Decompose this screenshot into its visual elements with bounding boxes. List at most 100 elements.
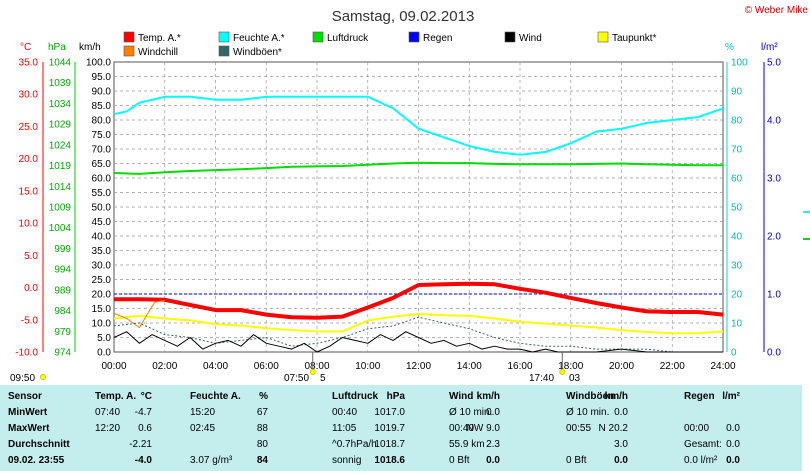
- statistics-table: Sensor Temp. A. °C Feuchte A.% Luftdruck hPa W…: [0, 385, 802, 471]
- stats-cell: N 20.2: [598, 423, 628, 434]
- hum-tick-label: 0: [731, 348, 737, 359]
- press-tick-label: 1024: [49, 140, 72, 151]
- press-tick-label: 999: [54, 244, 71, 255]
- stats-cell: 88: [256, 423, 268, 434]
- stats-cell: 84: [256, 455, 268, 466]
- sun-marker-dot: [559, 369, 566, 375]
- hum-tick-label: 60: [731, 174, 743, 185]
- stats-cell: 0.0: [726, 439, 740, 450]
- wind-tick-label: 0.0: [97, 348, 111, 359]
- legend-label: Windchill: [138, 47, 178, 58]
- legend-label: Feuchte A.*: [233, 33, 285, 44]
- legend: Temp. A.* Feuchte A.* Luftdruck Regen Wind Ta…: [123, 31, 657, 58]
- hum-tick-label: 70: [731, 145, 743, 156]
- stats-cell: 0.0: [486, 455, 500, 466]
- temp-tick-label: 10.0: [19, 219, 39, 230]
- stats-cell: 1018.6: [374, 455, 405, 466]
- hum-unit: %: [725, 42, 734, 53]
- stats-row-label: Durchschnitt: [8, 439, 70, 450]
- stats-cell: 02:45: [190, 423, 216, 434]
- press-tick-label: 1044: [49, 58, 72, 69]
- press-tick-label: 1009: [49, 203, 72, 214]
- temp-tick-label: 30.0: [19, 90, 39, 101]
- stats-cell: 0.0: [614, 407, 628, 418]
- legend-swatch: [218, 45, 230, 57]
- wind-tick-label: 65.0: [92, 159, 112, 170]
- stats-cell: 3.0: [614, 439, 628, 450]
- hum-tick-label: 50: [731, 203, 743, 214]
- temp-tick-label: 35.0: [19, 58, 39, 69]
- rain-tick-label: 3.0: [767, 174, 781, 185]
- rain-tick-label: 2.0: [767, 232, 781, 243]
- stats-header: %: [259, 391, 268, 402]
- x-tick-label: 20:00: [609, 361, 634, 372]
- sunset-time: 17:40: [529, 373, 554, 384]
- stats-cell: NW 9.0: [466, 423, 500, 434]
- hum-tick-label: 30: [731, 261, 743, 272]
- rain-tick-label: 0.0: [767, 348, 781, 359]
- wind-tick-label: 50.0: [92, 203, 112, 214]
- stats-cell: 00:55: [566, 423, 592, 434]
- press-tick-label: 989: [54, 285, 71, 296]
- axes: 35.0 30.0 25.0 20.0 15.0 10.0 5.0 0.0 -5.0 -10.0 1…: [15, 58, 810, 372]
- legend-swatch: [504, 31, 516, 43]
- legend-label: Wind: [519, 33, 542, 44]
- credit-text: © Weber Mike: [745, 5, 809, 16]
- stats-header: Windböen: [566, 391, 615, 402]
- x-tick-label: 24:00: [710, 361, 735, 372]
- press-tick-label: 1004: [49, 223, 72, 234]
- stats-cell: Gesamt:: [684, 439, 722, 450]
- stats-cell: 0 Bft: [449, 455, 470, 466]
- sun-markers: 07:50 5 17:40 03 09:50: [10, 352, 581, 384]
- x-tick-label: 02:00: [152, 361, 177, 372]
- legend-label: Regen: [423, 33, 452, 44]
- temp-tick-label: 5.0: [24, 251, 38, 262]
- temp-tick-label: 25.0: [19, 122, 39, 133]
- stats-header: Regen: [684, 391, 715, 402]
- legend-label: Luftdruck: [327, 33, 369, 44]
- stats-header: l/m²: [722, 391, 740, 402]
- stats-cell: 00:40: [332, 407, 358, 418]
- stats-header: km/h: [604, 391, 628, 402]
- wind-tick-label: 80.0: [92, 116, 112, 127]
- legend-label: Taupunkt*: [612, 33, 657, 44]
- x-tick-label: 04:00: [203, 361, 228, 372]
- temp-tick-label: -5.0: [21, 315, 39, 326]
- temp-tick-label: 15.0: [19, 186, 39, 197]
- press-unit: hPa: [48, 42, 66, 53]
- stats-cell: 2.3: [486, 439, 500, 450]
- stats-cell: Ø 10 min.: [566, 407, 610, 418]
- prev-sun-dot: [40, 374, 46, 380]
- stats-cell: -4.7: [134, 407, 152, 418]
- stats-cell: 55.9 km: [449, 439, 485, 450]
- press-tick-label: 1039: [49, 78, 72, 89]
- stats-cell: 00:40: [449, 423, 475, 434]
- wind-tick-label: 90.0: [92, 87, 112, 98]
- legend-swatch: [123, 45, 135, 57]
- x-tick-label: 16:00: [507, 361, 532, 372]
- weather-chart: Samstag, 09.02.2013 © Weber Mike Temp. A…: [10, 5, 810, 384]
- press-tick-label: 1014: [49, 182, 72, 193]
- hum-tick-label: 20: [731, 290, 743, 301]
- stats-cell: 1019.7: [374, 423, 405, 434]
- series-temperature: [114, 281, 724, 320]
- legend-swatch: [218, 31, 230, 43]
- sun-marker-dot: [309, 369, 316, 375]
- series-wind: [113, 331, 723, 353]
- x-tick-label: 14:00: [457, 361, 482, 372]
- stats-cell: 1017.0: [374, 407, 405, 418]
- hum-tick-label: 100: [731, 58, 748, 69]
- temp-tick-label: 20.0: [19, 154, 39, 165]
- series-lines: [113, 95, 724, 353]
- x-tick-label: 10:00: [355, 361, 380, 372]
- plot-grid: [113, 61, 724, 353]
- stats-cell: 0.0: [614, 455, 628, 466]
- stats-header: hPa: [386, 391, 405, 402]
- wind-tick-label: 85.0: [92, 101, 112, 112]
- wind-tick-label: 70.0: [92, 145, 112, 156]
- legend-label: Temp. A.*: [138, 33, 181, 44]
- stats-cell: sonnig: [332, 455, 362, 466]
- wind-tick-label: 45.0: [92, 217, 112, 228]
- x-tick-label: 22:00: [660, 361, 685, 372]
- wind-tick-label: 100.0: [86, 58, 111, 69]
